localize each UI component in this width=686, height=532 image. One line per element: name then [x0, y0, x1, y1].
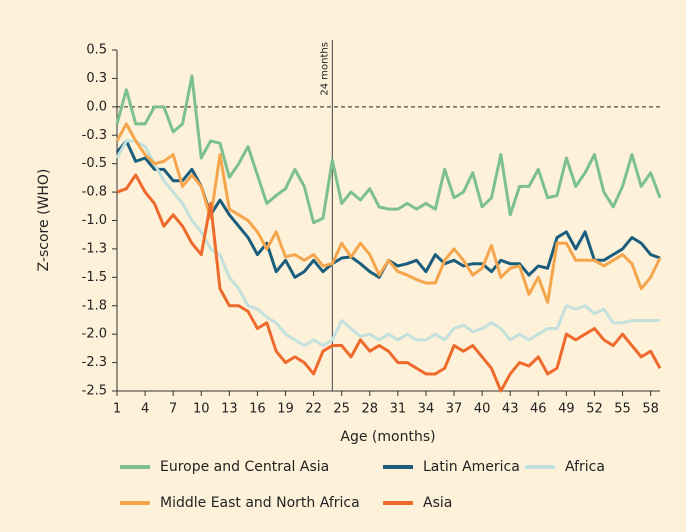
y-tick-label: -2.0	[82, 327, 107, 342]
x-tick-label: 25	[333, 402, 350, 417]
x-axis-label: Age (months)	[340, 429, 435, 445]
x-tick-label: 7	[169, 402, 177, 417]
x-tick-label: 40	[474, 402, 491, 417]
legend-text: Africa	[565, 459, 605, 475]
annotation-text: 24 months	[319, 42, 330, 96]
y-tick-label: -1.8	[82, 298, 107, 313]
y-tick-label: 0.3	[86, 71, 107, 86]
x-tick-label: 10	[193, 402, 210, 417]
x-tick-label: 28	[362, 402, 379, 417]
y-tick-label: -0.5	[82, 156, 107, 171]
y-tick-label: -0.3	[82, 128, 107, 143]
legend-text: Latin America	[423, 459, 520, 475]
legend-text: Europe and Central Asia	[160, 459, 329, 475]
x-tick-label: 58	[642, 402, 659, 417]
y-axis-label: Z-score (WHO)	[36, 169, 52, 272]
series-line	[116, 173, 662, 393]
x-tick-label: 37	[446, 402, 463, 417]
series-line	[115, 74, 662, 225]
y-tick-label: -1.5	[82, 270, 107, 285]
y-tick-label: 0.5	[86, 43, 107, 58]
y-tick-label: 0.0	[86, 99, 107, 114]
y-tick-label: -2.5	[82, 384, 107, 399]
legend-text: Middle East and North Africa	[160, 495, 360, 511]
x-tick-label: 13	[221, 402, 238, 417]
x-tick-label: 4	[141, 402, 149, 417]
x-tick-label: 43	[502, 402, 519, 417]
y-tick-label: -1.0	[82, 213, 107, 228]
x-tick-label: 31	[390, 402, 407, 417]
x-tick-label: 49	[558, 402, 575, 417]
x-tick-label: 19	[277, 402, 294, 417]
series-line	[115, 122, 662, 304]
x-tick-label: 16	[249, 402, 266, 417]
x-tick-label: 22	[305, 402, 322, 417]
x-tick-label: 46	[530, 402, 547, 417]
x-tick-label: 55	[614, 402, 631, 417]
y-tick-label: -0.8	[82, 185, 107, 200]
x-tick-label: 1	[113, 402, 121, 417]
legend-text: Asia	[423, 495, 452, 511]
y-tick-label: -2.3	[82, 355, 107, 370]
x-tick-label: 52	[586, 402, 603, 417]
series-line	[115, 139, 660, 348]
y-tick-label: -1.3	[82, 241, 107, 256]
x-tick-label: 34	[418, 402, 435, 417]
